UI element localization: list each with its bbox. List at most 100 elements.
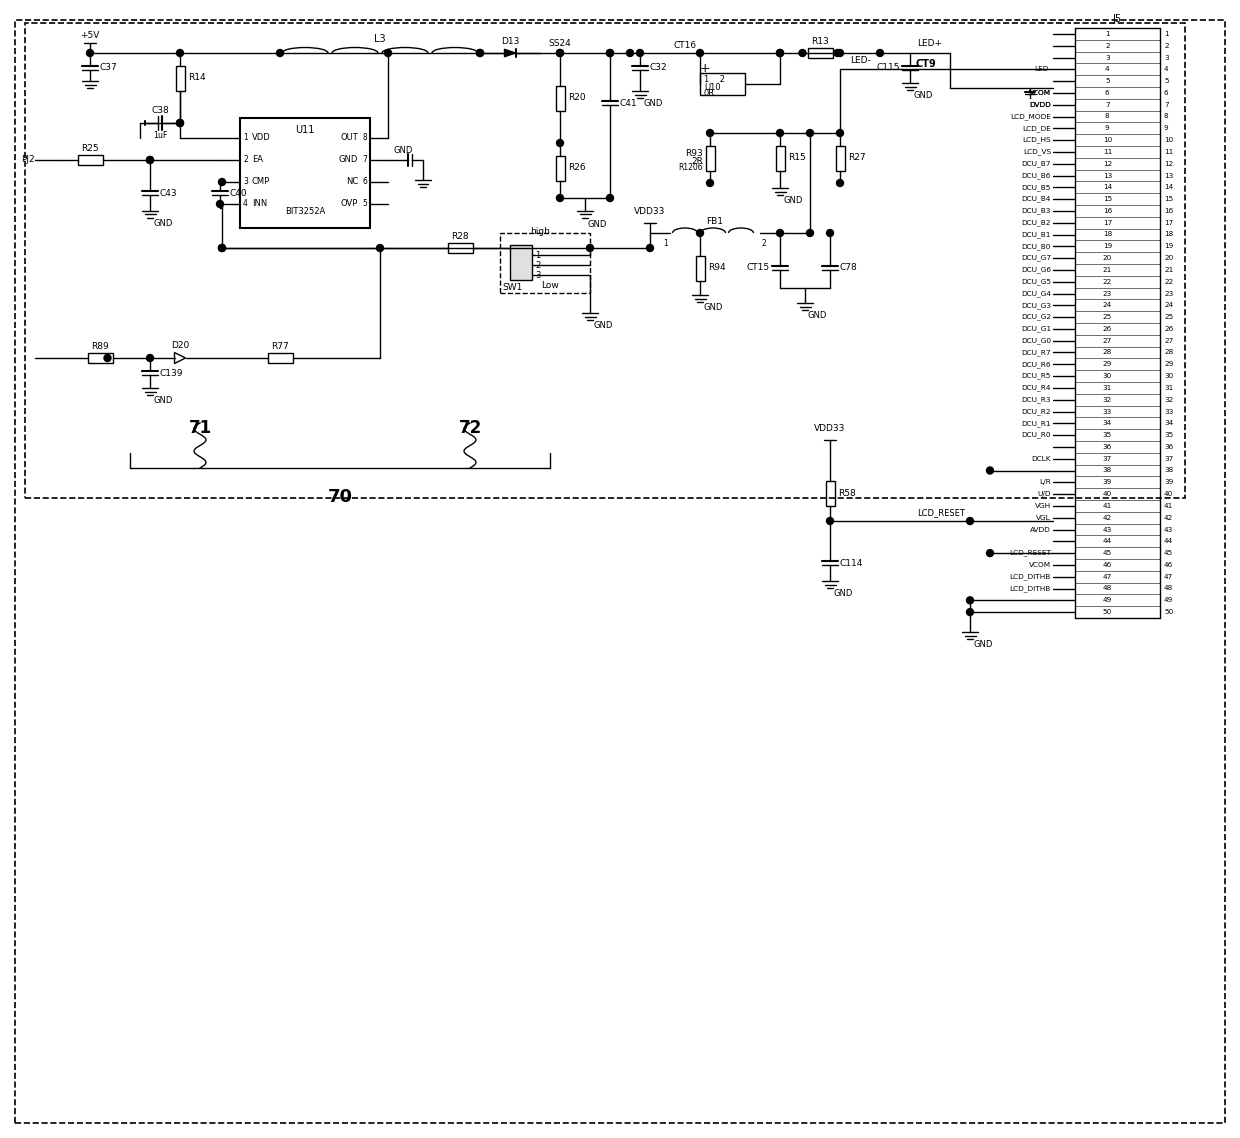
Text: 7: 7 (1105, 101, 1110, 108)
Text: 6: 6 (362, 178, 367, 187)
Text: SS24: SS24 (548, 39, 572, 48)
Text: CT9: CT9 (915, 59, 936, 69)
Text: 10: 10 (1164, 137, 1173, 143)
Text: 16: 16 (1102, 208, 1112, 214)
Text: 17: 17 (1164, 220, 1173, 225)
Text: VCOM: VCOM (1029, 90, 1052, 96)
Text: 8: 8 (1105, 114, 1110, 119)
Text: DCU_G0: DCU_G0 (1021, 337, 1052, 344)
Text: 31: 31 (1164, 385, 1173, 390)
Text: PJ2: PJ2 (21, 156, 35, 165)
Text: SW1: SW1 (502, 283, 522, 292)
Text: U/D: U/D (1038, 492, 1052, 497)
Text: 29: 29 (1164, 361, 1173, 368)
Circle shape (217, 200, 223, 207)
Text: C43: C43 (159, 189, 176, 198)
Text: 1: 1 (1164, 31, 1168, 36)
Text: R13: R13 (811, 38, 828, 46)
Text: R20: R20 (568, 93, 585, 102)
Text: J5: J5 (1114, 14, 1122, 24)
Text: 5: 5 (1164, 79, 1168, 84)
Text: LED+: LED+ (918, 39, 942, 48)
Text: 34: 34 (1164, 420, 1173, 427)
Text: LCD_VS: LCD_VS (1023, 149, 1052, 155)
Bar (775, 146, 785, 171)
Text: 2: 2 (761, 239, 766, 248)
Text: 2: 2 (1105, 43, 1110, 49)
Text: DCU_B7: DCU_B7 (1022, 160, 1052, 167)
Text: 9: 9 (1164, 125, 1168, 131)
Text: 4: 4 (1164, 66, 1168, 73)
Text: VDD: VDD (252, 133, 270, 142)
Text: 39: 39 (1102, 479, 1112, 485)
Text: 28: 28 (1164, 349, 1173, 355)
Text: 42: 42 (1164, 514, 1173, 521)
Text: 32: 32 (1164, 397, 1173, 403)
Circle shape (384, 49, 392, 57)
Text: LCD_DITHB: LCD_DITHB (1009, 574, 1052, 580)
Text: LCD_HS: LCD_HS (1022, 137, 1052, 143)
Text: DVDD: DVDD (1029, 101, 1052, 108)
Text: DCU_G1: DCU_G1 (1021, 325, 1052, 332)
Text: 25: 25 (1164, 314, 1173, 320)
Text: D20: D20 (171, 340, 190, 349)
Text: DCU_R2: DCU_R2 (1022, 409, 1052, 415)
Text: +: + (699, 63, 711, 75)
Text: 3: 3 (1105, 55, 1110, 60)
Text: U11: U11 (295, 125, 315, 135)
Text: 14: 14 (1164, 184, 1173, 190)
Text: 50: 50 (1102, 609, 1112, 616)
Text: 3: 3 (243, 178, 248, 187)
Text: 27: 27 (1102, 338, 1112, 344)
Circle shape (646, 245, 653, 251)
Text: 10: 10 (1102, 137, 1112, 143)
Text: 1: 1 (1105, 31, 1110, 36)
Text: 34: 34 (1102, 420, 1112, 427)
Text: 28: 28 (1102, 349, 1112, 355)
Circle shape (707, 130, 713, 137)
Text: 49: 49 (1164, 597, 1173, 603)
Text: 48: 48 (1102, 585, 1112, 592)
Text: GND: GND (644, 99, 662, 108)
Text: 40: 40 (1164, 492, 1173, 497)
Circle shape (776, 49, 784, 57)
Text: DCU_R6: DCU_R6 (1022, 361, 1052, 368)
Text: 72: 72 (459, 419, 481, 437)
Text: VDD33: VDD33 (815, 424, 846, 432)
Text: VGL: VGL (1037, 514, 1052, 521)
Text: FB1: FB1 (707, 217, 723, 226)
Circle shape (557, 49, 563, 57)
Text: VGH: VGH (1035, 503, 1052, 509)
Circle shape (776, 49, 784, 57)
Text: 4: 4 (1105, 66, 1110, 73)
Circle shape (827, 230, 833, 237)
Circle shape (176, 119, 184, 126)
Text: 21: 21 (1102, 267, 1112, 273)
Circle shape (806, 130, 813, 137)
Text: 7: 7 (1164, 101, 1168, 108)
Text: R25: R25 (81, 145, 99, 152)
Text: 6: 6 (1164, 90, 1168, 96)
Circle shape (837, 180, 843, 187)
Text: DCU_R4: DCU_R4 (1022, 385, 1052, 391)
Text: NC: NC (346, 178, 358, 187)
Text: 43: 43 (1102, 527, 1112, 533)
Text: DVDD: DVDD (1029, 101, 1052, 108)
Circle shape (557, 49, 563, 57)
Text: GND: GND (393, 146, 413, 155)
Text: 30: 30 (1164, 373, 1173, 379)
Text: 13: 13 (1102, 173, 1112, 179)
Text: 50: 50 (1164, 609, 1173, 616)
Text: DCU_G7: DCU_G7 (1021, 255, 1052, 262)
Bar (701, 73, 745, 94)
Circle shape (606, 195, 614, 201)
Text: R27: R27 (848, 154, 866, 163)
Circle shape (176, 119, 184, 126)
Bar (176, 66, 185, 91)
Text: 26: 26 (1102, 325, 1112, 332)
Text: C32: C32 (649, 64, 667, 73)
Text: 36: 36 (1102, 444, 1112, 450)
Text: L3: L3 (374, 34, 386, 44)
Text: 4: 4 (243, 199, 248, 208)
Circle shape (87, 49, 93, 57)
